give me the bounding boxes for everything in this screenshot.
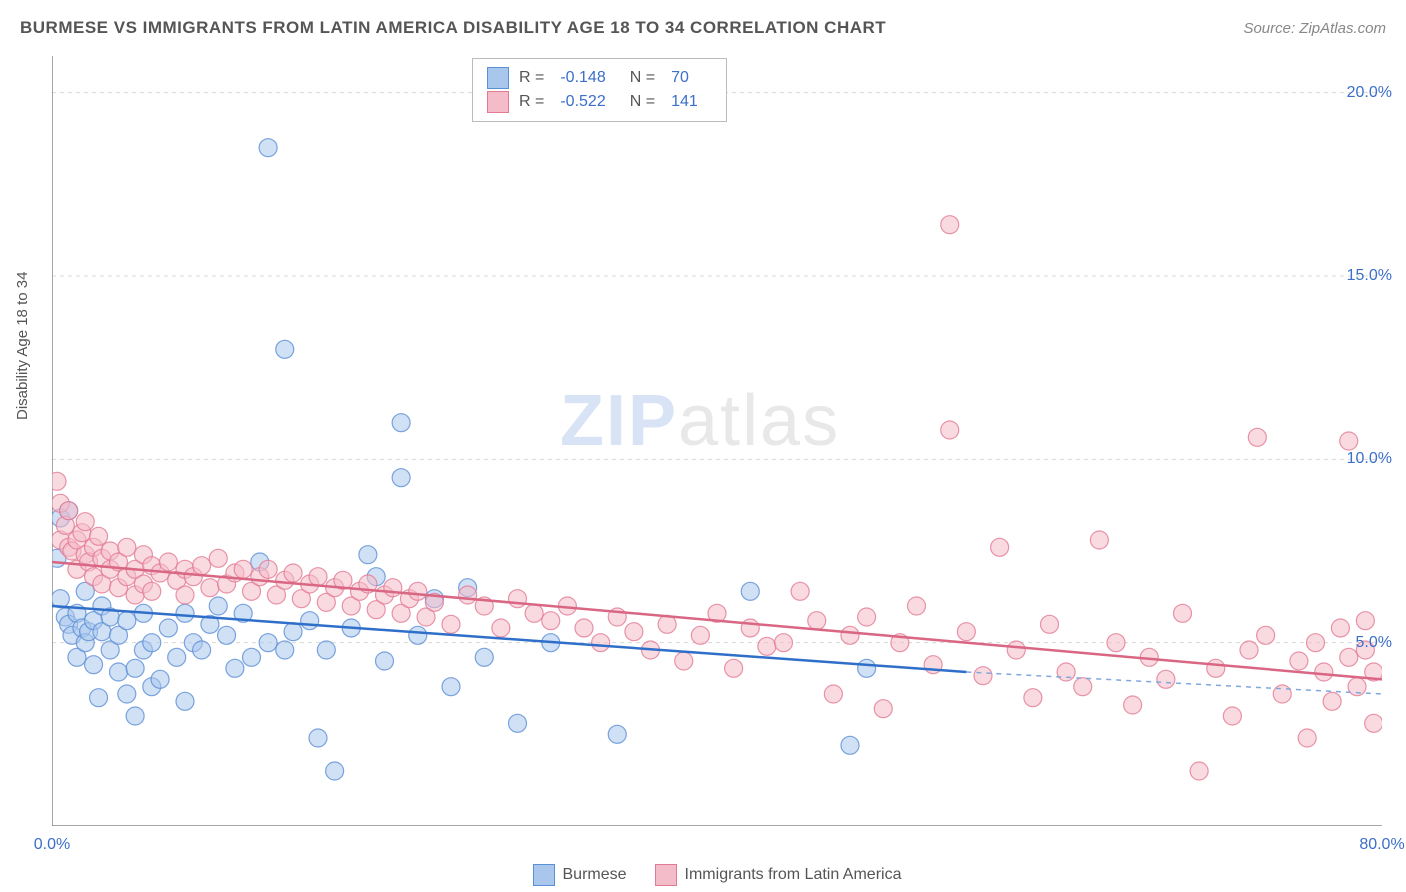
x-tick-label: 0.0% — [34, 836, 70, 854]
legend-label-2: Immigrants from Latin America — [685, 866, 902, 884]
chart-title: BURMESE VS IMMIGRANTS FROM LATIN AMERICA… — [20, 18, 886, 38]
correlation-stats-box: R = -0.148 N = 70 R = -0.522 N = 141 — [472, 58, 727, 122]
n-value-2: 141 — [671, 93, 698, 111]
y-axis-label: Disability Age 18 to 34 — [14, 272, 31, 420]
bottom-legend: Burmese Immigrants from Latin America — [52, 864, 1382, 886]
n-value-1: 70 — [671, 69, 689, 87]
legend-swatch-2 — [655, 864, 677, 886]
r-value-1: -0.148 — [560, 69, 605, 87]
source-attribution: Source: ZipAtlas.com — [1243, 20, 1386, 37]
stats-row-2: R = -0.522 N = 141 — [487, 91, 712, 113]
y-tick-label: 5.0% — [1356, 634, 1392, 652]
chart-area: 5.0%10.0%15.0%20.0%0.0%80.0% — [52, 56, 1382, 826]
swatch-series-1 — [487, 67, 509, 89]
legend-item-1: Burmese — [533, 864, 627, 886]
y-tick-label: 10.0% — [1347, 450, 1392, 468]
swatch-series-2 — [487, 91, 509, 113]
n-label: N = — [630, 93, 655, 111]
legend-item-2: Immigrants from Latin America — [655, 864, 902, 886]
legend-label-1: Burmese — [563, 866, 627, 884]
r-label: R = — [519, 93, 544, 111]
r-value-2: -0.522 — [560, 93, 605, 111]
legend-swatch-1 — [533, 864, 555, 886]
header: BURMESE VS IMMIGRANTS FROM LATIN AMERICA… — [20, 18, 1386, 38]
scatter-plot-svg — [52, 56, 1382, 826]
n-label: N = — [630, 69, 655, 87]
y-tick-label: 20.0% — [1347, 84, 1392, 102]
y-tick-label: 15.0% — [1347, 267, 1392, 285]
stats-row-1: R = -0.148 N = 70 — [487, 67, 712, 89]
x-tick-label: 80.0% — [1359, 836, 1404, 854]
r-label: R = — [519, 69, 544, 87]
